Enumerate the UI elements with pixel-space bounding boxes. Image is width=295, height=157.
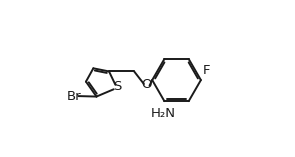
Text: Br: Br xyxy=(66,90,81,103)
Text: S: S xyxy=(113,80,122,93)
Text: O: O xyxy=(142,78,152,91)
Text: H₂N: H₂N xyxy=(151,107,176,120)
Text: F: F xyxy=(203,64,210,77)
